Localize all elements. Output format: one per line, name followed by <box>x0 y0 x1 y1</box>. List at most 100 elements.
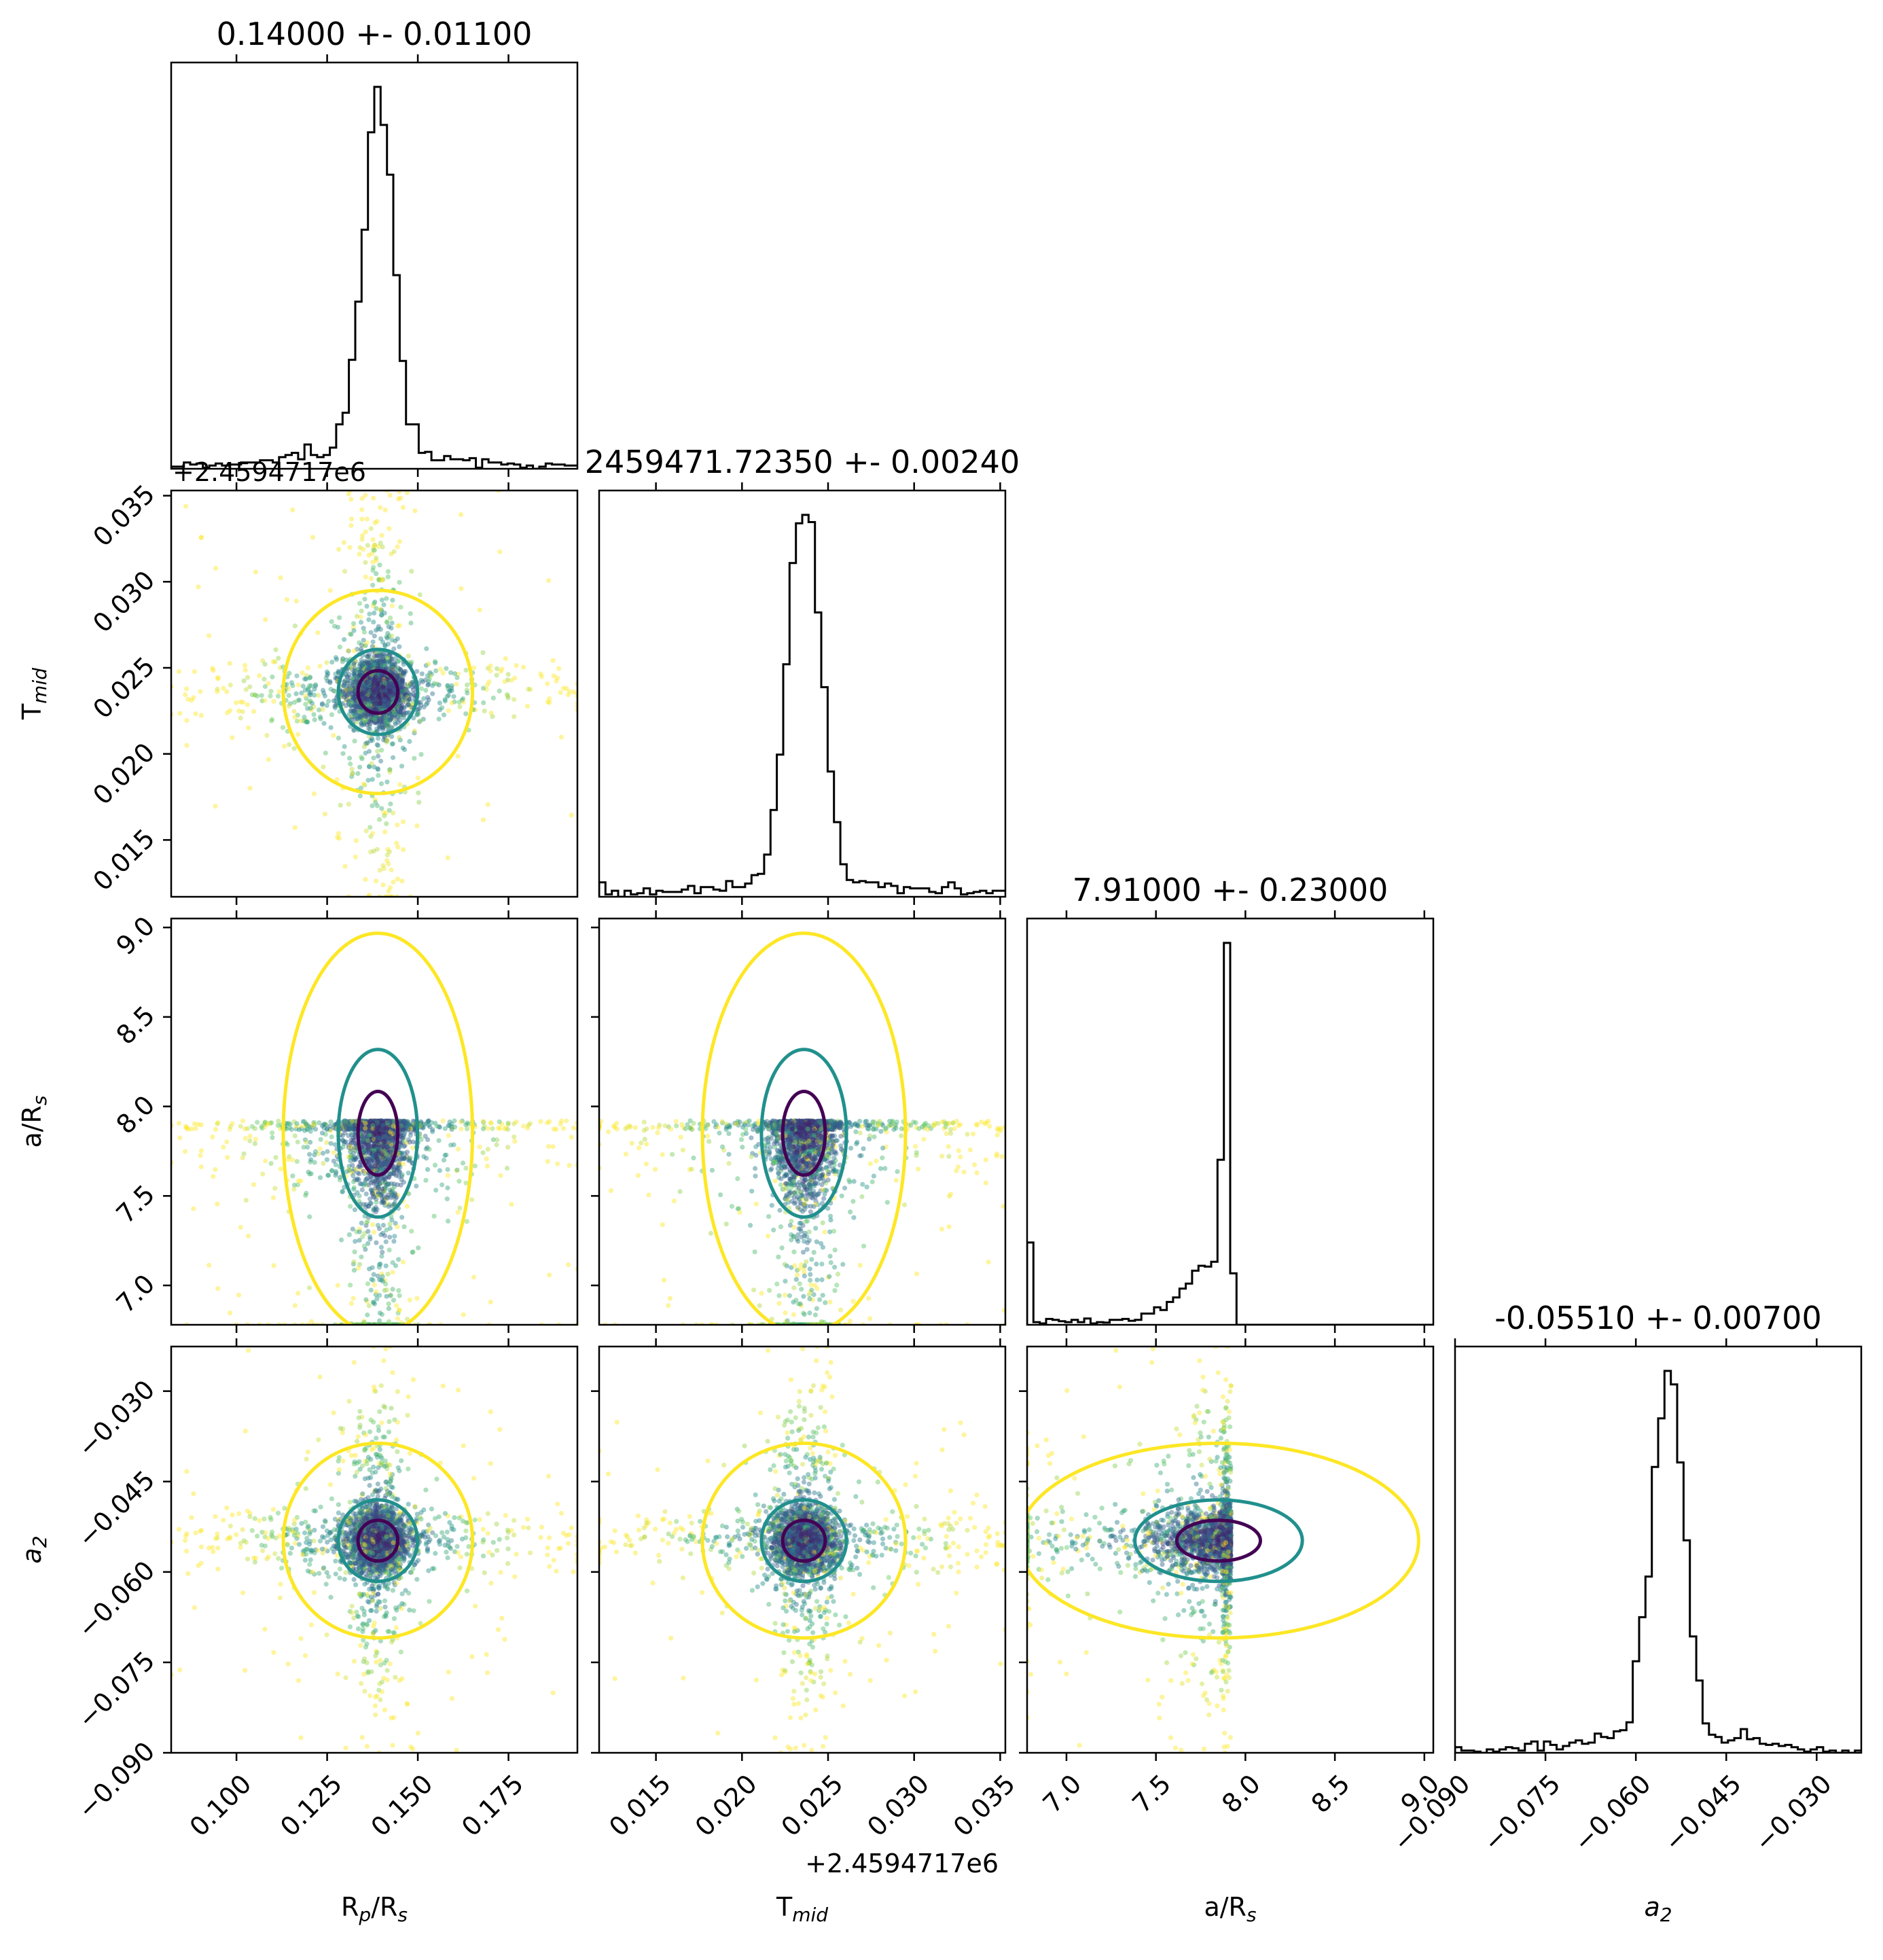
sample-point <box>364 666 370 672</box>
sample-point <box>387 767 393 772</box>
sample-point <box>373 696 378 701</box>
sample-point <box>353 838 359 843</box>
sample-point <box>342 744 347 749</box>
sample-point <box>295 732 301 737</box>
sample-point <box>391 692 396 698</box>
y-tick-label: 0.035 <box>87 479 160 552</box>
sample-point <box>382 813 387 819</box>
sample-point <box>357 794 363 799</box>
sample-point <box>391 686 396 692</box>
sample-point <box>304 719 310 725</box>
sample-point <box>349 771 355 777</box>
sample-point <box>304 1190 309 1196</box>
sample-point <box>396 1257 401 1262</box>
sample-point <box>481 700 486 705</box>
sample-point <box>374 654 380 659</box>
sample-point <box>344 694 349 699</box>
sample-point <box>287 701 293 707</box>
sample-point <box>362 719 367 724</box>
sample-point <box>307 691 312 696</box>
sample-point <box>388 691 393 696</box>
sample-point <box>348 761 353 767</box>
sample-point <box>498 1173 503 1178</box>
sample-point <box>328 725 334 730</box>
panel-frame <box>598 489 1007 898</box>
sample-point <box>484 1156 489 1162</box>
sample-point <box>378 654 384 659</box>
sample-point <box>198 1153 203 1158</box>
sample-point <box>213 565 219 571</box>
sample-point <box>399 878 405 884</box>
sample-point <box>260 658 266 664</box>
sample-point <box>437 666 444 672</box>
sample-point <box>437 707 443 713</box>
sample-point <box>370 696 376 702</box>
sample-point <box>303 702 308 707</box>
sample-point <box>366 661 372 666</box>
sample-point <box>361 670 366 675</box>
sample-point <box>230 735 235 741</box>
sample-point <box>445 1173 450 1178</box>
sample-point <box>406 702 412 707</box>
sample-point <box>399 688 405 694</box>
sample-point <box>458 512 464 518</box>
sample-point <box>329 660 335 665</box>
sample-point <box>464 1219 469 1224</box>
sample-point <box>381 684 387 690</box>
sample-point <box>480 817 486 823</box>
sample-point <box>390 685 395 691</box>
sample-point <box>391 716 396 721</box>
sample-point <box>359 715 365 721</box>
sample-point <box>389 633 395 639</box>
sample-point <box>357 670 363 675</box>
sample-point <box>365 691 370 696</box>
sample-point <box>323 675 329 681</box>
sample-point <box>225 1155 230 1160</box>
sample-point <box>384 620 390 625</box>
sample-point <box>426 697 431 702</box>
sample-point <box>394 1303 399 1308</box>
sample-point <box>425 700 430 706</box>
sample-point <box>238 1124 243 1129</box>
sample-point <box>189 698 194 703</box>
sample-point <box>368 689 374 694</box>
sample-point <box>370 702 375 707</box>
sample-point <box>480 1119 486 1124</box>
sample-point <box>377 691 382 696</box>
sample-point <box>397 702 402 707</box>
sample-point <box>399 677 404 683</box>
sample-point <box>294 673 300 679</box>
sample-point <box>571 690 576 695</box>
sample-point <box>348 497 354 502</box>
sample-point <box>381 701 387 707</box>
sample-point <box>399 681 405 687</box>
sample-point <box>374 606 379 611</box>
sample-point <box>445 1166 450 1173</box>
sample-point <box>211 668 216 673</box>
sample-point <box>363 688 368 694</box>
sample-point <box>415 775 420 781</box>
sample-point <box>348 709 354 714</box>
sample-point <box>376 677 381 682</box>
sample-point <box>402 686 408 692</box>
sample-point <box>426 661 431 666</box>
sample-point <box>397 717 403 723</box>
sample-point <box>363 694 368 700</box>
sample-point <box>471 1275 477 1280</box>
sample-point <box>311 791 317 796</box>
sample-point <box>389 734 395 739</box>
sample-point <box>432 1162 438 1168</box>
sample-point <box>383 1239 389 1245</box>
sample-point <box>387 679 392 685</box>
sample-point <box>342 694 347 700</box>
sample-point <box>390 666 395 672</box>
sample-point <box>374 1200 379 1205</box>
sample-point <box>372 610 377 616</box>
sample-point <box>408 1133 413 1138</box>
sample-point <box>366 699 372 705</box>
sample-point <box>384 695 389 700</box>
sample-point <box>362 698 367 704</box>
sample-point <box>268 1161 274 1166</box>
sample-point <box>449 683 454 688</box>
sample-point <box>564 685 569 691</box>
